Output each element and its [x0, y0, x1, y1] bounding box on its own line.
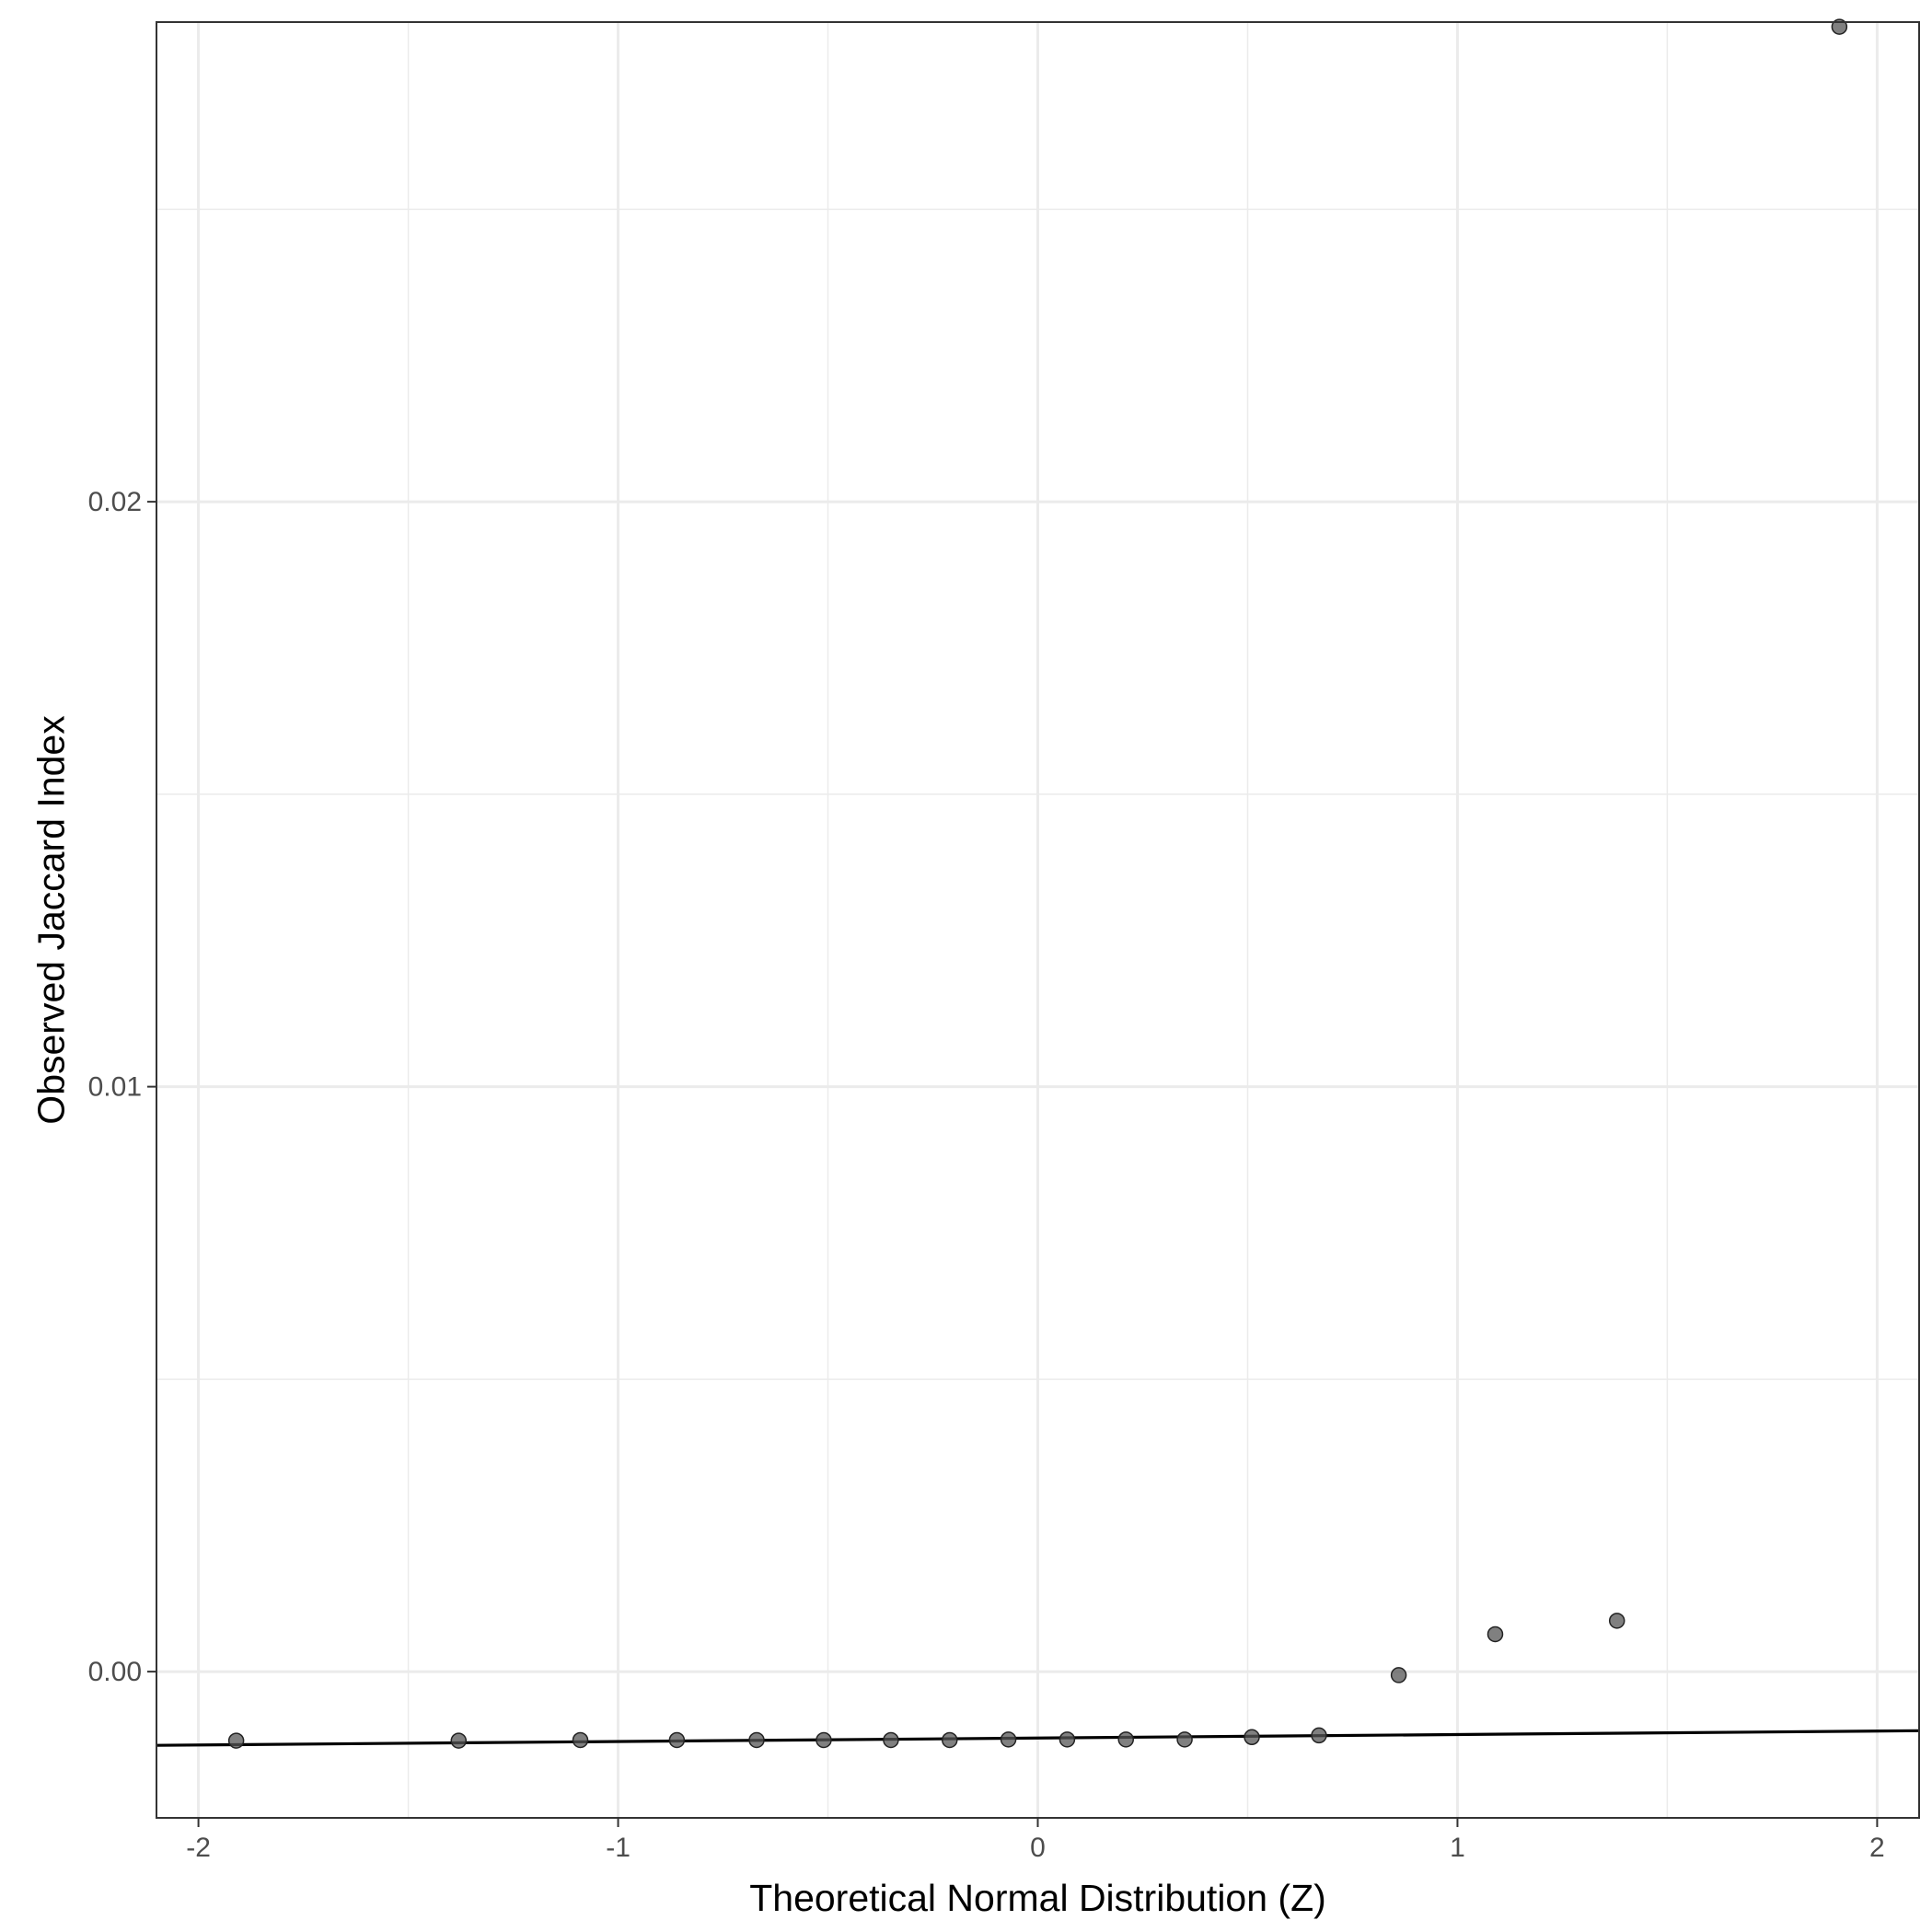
- x-axis-ticks: -2 -1 0 1 2: [186, 1818, 1885, 1863]
- x-tick-label: -2: [186, 1833, 211, 1863]
- data-point: [748, 1731, 765, 1749]
- data-point: [1311, 1727, 1327, 1744]
- data-point: [883, 1731, 899, 1749]
- y-tick-label: 0.01: [88, 1072, 142, 1103]
- data-point: [816, 1731, 832, 1749]
- data-point: [1608, 1613, 1625, 1629]
- y-axis-title: Observed Jaccard Index: [29, 715, 72, 1125]
- data-point: [1117, 1731, 1134, 1748]
- major-gridlines: [156, 22, 1919, 1818]
- y-tick-label: 0.00: [88, 1657, 142, 1687]
- y-tick-label: 0.02: [88, 487, 142, 517]
- x-tick-label: 1: [1450, 1833, 1465, 1863]
- x-tick-label: 0: [1030, 1833, 1046, 1863]
- data-point: [1244, 1729, 1260, 1746]
- data-point: [1487, 1625, 1504, 1643]
- data-point: [1000, 1731, 1017, 1748]
- x-tick-label: 2: [1869, 1833, 1885, 1863]
- x-axis-title: Theoretical Normal Distribution (Z): [749, 1877, 1326, 1919]
- data-point: [1059, 1731, 1076, 1748]
- data-point: [450, 1732, 468, 1749]
- data-point: [572, 1731, 589, 1749]
- data-point: [668, 1731, 686, 1749]
- y-axis-ticks: 0.00 0.01 0.02: [88, 487, 156, 1687]
- data-point: [227, 1732, 245, 1749]
- reference-line: [156, 1729, 1920, 1747]
- data-point: [1176, 1731, 1193, 1748]
- data-point: [1390, 1667, 1407, 1683]
- data-points: [227, 18, 1848, 1749]
- data-point: [942, 1731, 958, 1749]
- data-point: [1831, 18, 1848, 35]
- x-tick-label: -1: [606, 1833, 631, 1863]
